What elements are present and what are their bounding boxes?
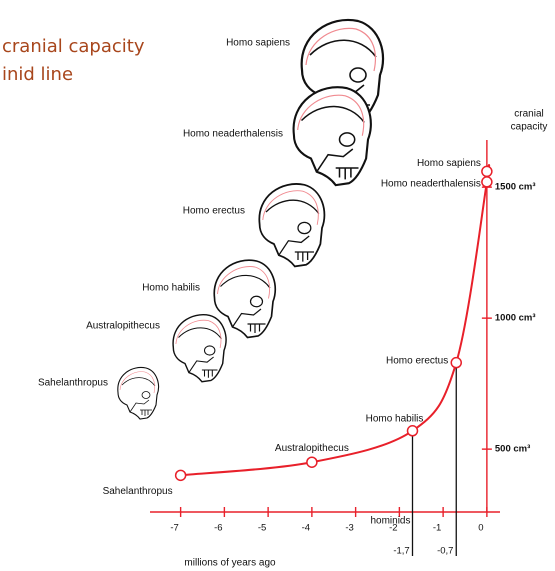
skull (258, 183, 326, 268)
data-point (481, 176, 493, 188)
x-tick-label: -4 (302, 523, 310, 534)
data-point (450, 356, 462, 369)
chart-title: inid line (2, 64, 73, 85)
skull-label: Australopithecus (86, 321, 160, 332)
skull-cranium (258, 183, 326, 268)
skull-label: Homo sapiens (226, 38, 290, 49)
skull-label: Homo habilis (142, 283, 200, 294)
skull-label: Sahelanthropus (38, 378, 108, 389)
skull-label: Homo erectus (183, 206, 245, 217)
point-label: Homo neaderthalensis (381, 179, 481, 190)
skull-cranium (117, 366, 160, 420)
point-label: Homo habilis (366, 413, 424, 424)
data-point (174, 469, 187, 482)
x-tick-label: 0 (478, 523, 483, 534)
y-tick-label: 1500 cm³ (495, 182, 536, 193)
skull-cranium (172, 314, 227, 383)
skull-overlay (297, 94, 365, 136)
x-tick-label: -1 (433, 523, 441, 534)
skull-overlay (262, 190, 319, 225)
point-label: Sahelanthropus (103, 486, 173, 497)
x-tick-label: -5 (258, 523, 266, 534)
y-tick-label: 1000 cm³ (495, 313, 536, 324)
skull-label: Homo neaderthalensis (183, 129, 283, 140)
skull-detail (300, 105, 365, 180)
skull-cranium (213, 259, 277, 339)
chart-title: cranial capacity (2, 36, 145, 57)
skull (117, 366, 160, 420)
skull-overlay (217, 266, 271, 299)
point-label: Homo sapiens (417, 158, 481, 169)
skull-detail (178, 327, 222, 378)
marker-label: -1,7 (393, 546, 409, 557)
x-tick-label: -7 (170, 523, 178, 534)
skull-detail (220, 274, 271, 333)
data-point (406, 425, 419, 437)
y-axis-label: capacity (511, 122, 548, 133)
annotation: hominids (370, 516, 410, 527)
data-point (481, 165, 493, 178)
marker-label: -0,7 (437, 546, 453, 557)
data-point (306, 456, 318, 468)
x-tick-label: -3 (345, 523, 353, 534)
skull (292, 86, 372, 187)
skull-overlay (119, 371, 156, 394)
y-axis-label: cranial (514, 109, 543, 120)
y-tick-label: 500 cm³ (495, 444, 530, 455)
skull-overlay (175, 319, 222, 348)
skull-detail (265, 199, 320, 262)
skull-detail (121, 377, 156, 416)
skull (172, 314, 227, 383)
x-tick-label: -2 (389, 523, 397, 534)
skull-overlay (305, 27, 377, 72)
point-label: Australopithecus (275, 443, 349, 454)
x-axis-label: millions of years ago (184, 558, 276, 569)
skull-illustrations (117, 18, 385, 420)
skull (213, 259, 277, 339)
x-tick-label: -6 (214, 523, 222, 534)
point-label: Homo erectus (386, 355, 448, 366)
skull-cranium (292, 86, 372, 187)
